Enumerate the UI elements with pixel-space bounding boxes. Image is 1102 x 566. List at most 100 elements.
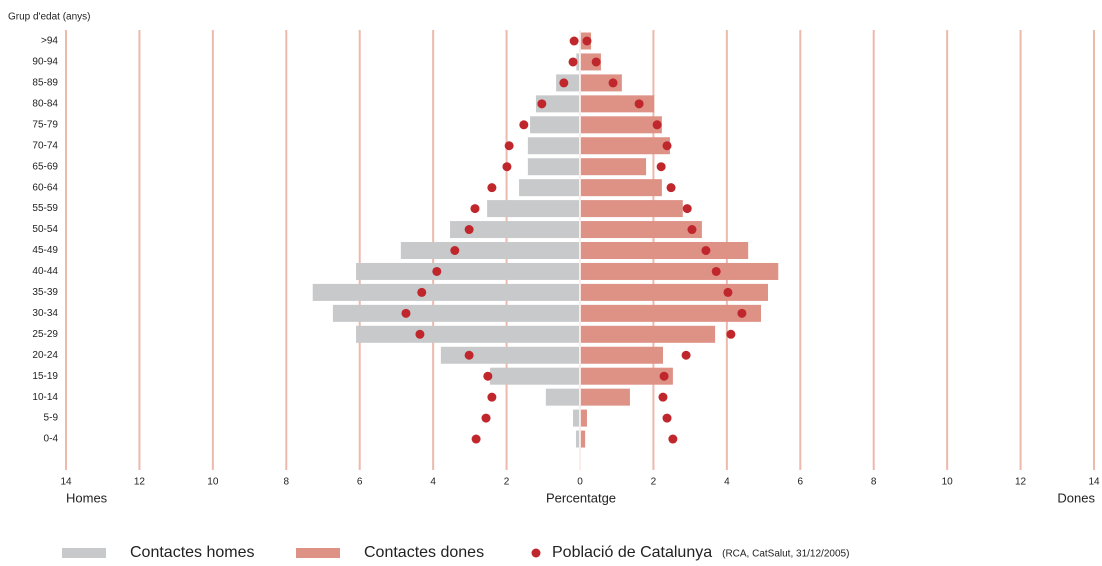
dot xyxy=(658,392,668,402)
bar xyxy=(580,325,716,343)
bar xyxy=(580,304,762,322)
bar xyxy=(580,346,663,364)
bar xyxy=(519,179,580,197)
dot xyxy=(659,371,669,381)
bar xyxy=(356,325,580,343)
bar xyxy=(580,262,779,280)
source-note: (RCA, CatSalut, 31/12/2005) xyxy=(722,549,849,560)
y-tick-label: 45-49 xyxy=(32,245,58,256)
dot xyxy=(471,434,481,444)
dot xyxy=(656,162,666,172)
dot xyxy=(666,183,676,193)
dot xyxy=(662,413,672,423)
dot xyxy=(582,36,592,46)
x-tick-label: 12 xyxy=(1015,477,1027,488)
dot xyxy=(470,204,480,214)
dot xyxy=(634,99,644,109)
dot xyxy=(711,266,721,276)
legend-swatch xyxy=(296,548,340,558)
x-tick-label: 6 xyxy=(798,477,804,488)
x-tick-label: 2 xyxy=(504,477,510,488)
dot xyxy=(559,78,569,88)
dot xyxy=(487,183,497,193)
dot xyxy=(401,308,411,318)
dot xyxy=(481,413,491,423)
x-tick-label: 4 xyxy=(430,477,436,488)
dot xyxy=(417,287,427,297)
bar xyxy=(545,388,580,406)
y-tick-label: 90-94 xyxy=(32,57,58,68)
x-tick-label: 0 xyxy=(577,477,583,488)
bar xyxy=(580,430,586,448)
y-tick-label: 70-74 xyxy=(32,140,58,151)
bar xyxy=(580,116,662,134)
bar xyxy=(450,221,580,239)
dot xyxy=(701,246,711,255)
dot xyxy=(504,141,514,151)
dot xyxy=(537,99,547,109)
dot xyxy=(668,434,678,444)
bar xyxy=(527,158,580,176)
dot xyxy=(519,120,529,130)
legend-label: Població de Catalunya xyxy=(552,544,712,561)
legend-swatch xyxy=(531,548,541,558)
y-tick-label: 60-64 xyxy=(32,182,58,193)
bar xyxy=(580,74,622,92)
x-tick-label: 14 xyxy=(60,477,72,488)
bar xyxy=(490,367,580,385)
left-label: Homes xyxy=(66,490,108,505)
y-tick-label: 35-39 xyxy=(32,287,58,298)
x-tick-label: 8 xyxy=(284,477,290,488)
x-tick-label: 4 xyxy=(724,477,730,488)
bar xyxy=(312,283,580,301)
bar xyxy=(580,367,673,385)
bar xyxy=(580,242,749,259)
dot xyxy=(464,225,474,235)
y-tick-label: 55-59 xyxy=(32,203,58,214)
y-tick-label: 50-54 xyxy=(32,224,58,235)
y-tick-label: 65-69 xyxy=(32,161,58,172)
bar xyxy=(527,137,580,155)
bar xyxy=(575,430,580,448)
legend-swatch xyxy=(62,548,106,558)
dot xyxy=(568,57,578,67)
dot xyxy=(569,36,579,46)
bar xyxy=(400,242,580,259)
bar xyxy=(487,200,580,218)
bar xyxy=(356,262,580,280)
dot xyxy=(483,371,493,381)
bar xyxy=(576,53,580,71)
bar xyxy=(332,304,580,322)
y-tick-label: >94 xyxy=(41,36,58,47)
dot xyxy=(726,329,736,339)
bar xyxy=(530,116,580,134)
legend-label: Contactes dones xyxy=(364,544,484,561)
bar xyxy=(580,200,683,218)
y-tick-label: 85-89 xyxy=(32,78,58,89)
bar xyxy=(580,95,655,113)
x-tick-label: 6 xyxy=(357,477,363,488)
legend-label: Contactes homes xyxy=(130,544,255,561)
y-tick-label: 40-44 xyxy=(32,266,58,277)
dot xyxy=(450,246,460,255)
bar xyxy=(580,158,647,176)
dot xyxy=(662,141,672,151)
x-tick-label: 14 xyxy=(1088,477,1100,488)
y-tick-label: 25-29 xyxy=(32,329,58,340)
dot xyxy=(681,350,691,360)
x-axis-label: Percentatge xyxy=(546,490,616,505)
y-tick-label: 5-9 xyxy=(44,413,59,424)
bar xyxy=(580,388,630,406)
y-tick-label: 30-34 xyxy=(32,308,58,319)
bar xyxy=(580,137,670,155)
bar xyxy=(580,179,662,197)
dot xyxy=(723,287,733,297)
dot xyxy=(652,120,662,130)
bar xyxy=(580,283,768,301)
x-tick-label: 10 xyxy=(207,477,219,488)
right-label: Dones xyxy=(1057,490,1095,505)
dot xyxy=(687,225,697,235)
y-axis-label: Grup d'edat (anys) xyxy=(8,12,91,23)
dot xyxy=(608,78,618,88)
